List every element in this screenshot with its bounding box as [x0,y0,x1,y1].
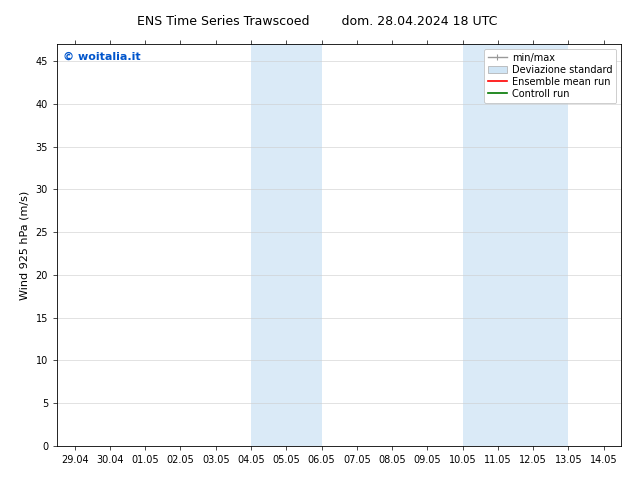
Bar [463,44,569,446]
Legend: min/max, Deviazione standard, Ensemble mean run, Controll run: min/max, Deviazione standard, Ensemble m… [484,49,616,102]
Text: © woitalia.it: © woitalia.it [63,52,140,62]
Y-axis label: Wind 925 hPa (m/s): Wind 925 hPa (m/s) [20,191,30,299]
Bar [251,44,321,446]
Text: ENS Time Series Trawscoed        dom. 28.04.2024 18 UTC: ENS Time Series Trawscoed dom. 28.04.202… [137,15,497,28]
